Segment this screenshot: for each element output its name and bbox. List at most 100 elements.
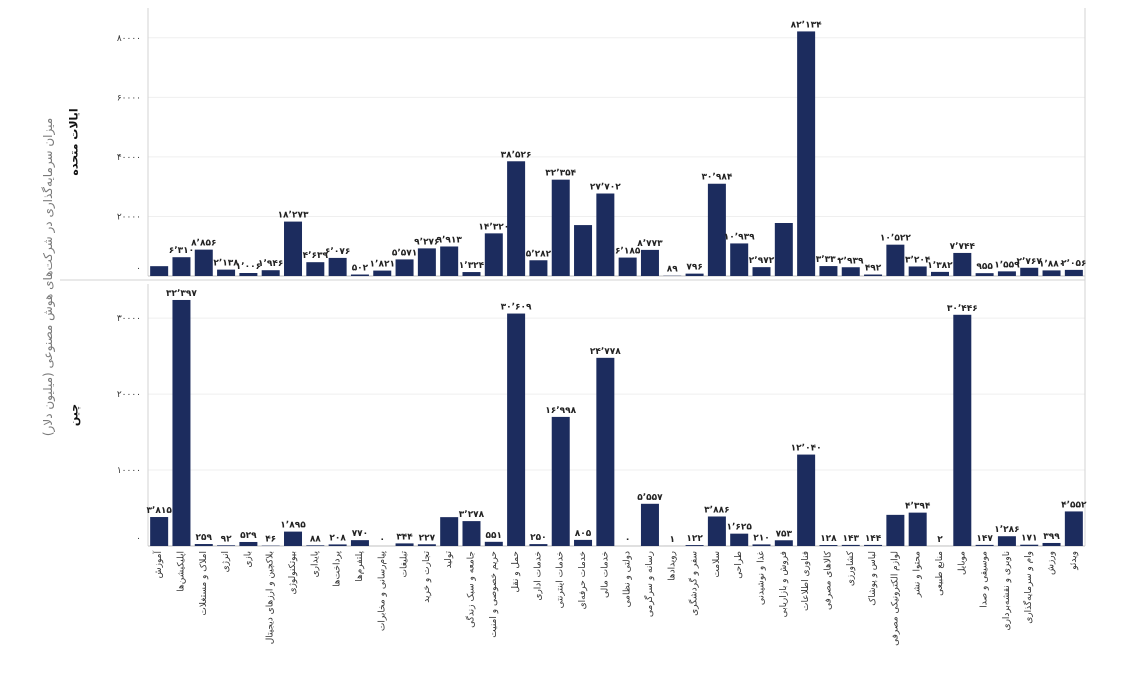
y-tick-label-usa-3: ۴۰۰۰۰ — [117, 153, 141, 163]
value-label-usa-39: ۱٬۵۵۹ — [994, 260, 1020, 270]
bar-usa-30 — [797, 31, 816, 277]
value-label-usa-13: ۹٬۲۷۶ — [414, 237, 439, 247]
value-label-usa-38: ۹۵۵ — [976, 262, 993, 272]
bar-china-4 — [217, 545, 236, 546]
value-label-china-17: ۳۰٬۶۰۹ — [501, 303, 532, 313]
bar-china-29 — [774, 540, 793, 546]
category-label-4: انرژی — [221, 551, 231, 572]
value-label-usa-4: ۲٬۱۳۸ — [213, 259, 239, 269]
bar-usa-36 — [930, 271, 949, 276]
value-label-usa-8: ۴٬۶۳۹ — [303, 251, 329, 261]
value-label-usa-27: ۱۰٬۹۳۹ — [724, 232, 755, 242]
bar-usa-31 — [819, 266, 838, 276]
bar-layer — [150, 31, 1083, 546]
value-label-china-26: ۳٬۸۸۶ — [704, 505, 729, 515]
bar-china-1 — [150, 517, 169, 546]
bar-china-39 — [997, 536, 1016, 546]
value-label-china-12: ۳۴۴ — [396, 532, 413, 542]
bar-usa-19 — [551, 179, 570, 276]
bar-china-25 — [685, 545, 704, 546]
bar-usa-18 — [529, 260, 548, 276]
category-label-34: لوازم الکترونیکی مصرفی — [890, 551, 900, 646]
y-tick-label-china-1: ۰ — [136, 534, 141, 544]
category-label-6: بلاکچین و ارزهای دیجیتال — [266, 551, 276, 644]
bar-china-40 — [1020, 544, 1039, 546]
bar-usa-35 — [908, 266, 927, 276]
value-label-usa-19: ۳۲٬۳۵۴ — [545, 169, 576, 179]
bar-china-38 — [975, 544, 994, 546]
bar-china-15 — [462, 521, 481, 546]
y-tick-label-usa-4: ۶۰۰۰۰ — [117, 93, 141, 103]
value-label-usa-37: ۷٬۷۴۴ — [950, 242, 976, 252]
bar-china-18 — [529, 544, 548, 546]
value-label-usa-16: ۱۴٬۳۲۰ — [478, 222, 509, 232]
value-label-usa-30: ۸۲٬۱۳۴ — [791, 20, 822, 30]
category-label-14: تولید — [444, 551, 454, 569]
value-label-usa-7: ۱۸٬۲۷۳ — [278, 211, 309, 221]
bar-china-33 — [864, 544, 883, 546]
bar-usa-15 — [462, 272, 481, 276]
bar-usa-5 — [239, 273, 258, 276]
bar-usa-38 — [975, 273, 994, 276]
category-label-9: پرداخت‌ها — [333, 551, 343, 587]
value-label-usa-32: ۲٬۹۳۹ — [838, 256, 864, 266]
bar-china-32 — [841, 544, 860, 546]
value-label-usa-9: ۶٬۰۷۶ — [325, 247, 350, 257]
bar-china-35 — [908, 512, 927, 546]
value-label-china-8: ۸۸ — [310, 534, 321, 544]
value-label-china-3: ۲۵۹ — [196, 533, 213, 543]
value-label-china-42: ۴٬۵۵۲ — [1061, 500, 1087, 510]
bar-usa-2 — [172, 257, 191, 276]
category-label-37: موبایل — [957, 551, 967, 575]
grid-layer — [60, 8, 1086, 547]
value-label-china-22: ۰ — [625, 535, 631, 545]
value-label-usa-5: ۱٬۰۰۶ — [236, 262, 261, 272]
category-label-20: خدمات حرفه‌ای — [578, 551, 588, 609]
bar-usa-10 — [350, 274, 369, 276]
value-label-china-29: ۷۵۳ — [776, 529, 793, 539]
value-label-usa-21: ۲۷٬۷۰۲ — [590, 183, 621, 193]
bar-usa-42 — [1064, 269, 1083, 276]
bar-china-7 — [284, 531, 303, 546]
value-label-china-20: ۸۰۵ — [575, 529, 592, 539]
bar-china-31 — [819, 545, 838, 546]
value-label-china-7: ۱٬۸۹۵ — [280, 521, 306, 531]
value-label-usa-14: ۹٬۹۱۳ — [436, 235, 462, 245]
value-label-china-10: ۷۷۰ — [352, 529, 368, 539]
category-label-15: جامعه و سبک زندگی — [464, 551, 476, 628]
value-label-usa-18: ۵٬۲۸۲ — [526, 249, 552, 259]
y-tick-label-usa-1: ۰ — [136, 264, 141, 274]
value-label-china-40: ۱۷۱ — [1021, 534, 1037, 544]
category-label-33: لباس و پوشاک — [867, 551, 878, 606]
category-label-35: محتوا و نشر — [913, 551, 923, 598]
category-label-21: خدمات مالی — [600, 551, 610, 598]
category-label-24: رویدادها — [667, 551, 677, 581]
category-label-10: پلتفرم‌ها — [355, 551, 365, 582]
value-label-china-11: ۰ — [380, 535, 386, 545]
value-label-usa-23: ۸٬۷۷۳ — [637, 239, 663, 249]
bar-china-20 — [574, 539, 593, 546]
y-axis-title: میزان سرمایه‌گذاری در شرکت‌های هوش مصنوع… — [41, 118, 56, 436]
category-label-29: فروش و بازاریابی — [779, 551, 789, 617]
value-label-usa-2: ۶٬۳۱۰ — [169, 246, 194, 256]
category-label-42: ویدئو — [1069, 551, 1079, 571]
value-label-usa-26: ۳۰٬۹۸۴ — [701, 173, 732, 183]
value-label-usa-33: ۴۹۲ — [865, 264, 882, 274]
bar-usa-9 — [328, 257, 347, 276]
bar-china-27 — [730, 533, 749, 546]
value-label-usa-17: ۳۸٬۵۲۶ — [501, 150, 532, 160]
y-tick-label-china-3: ۲۰۰۰۰ — [117, 390, 141, 400]
row-header-china: چین — [68, 404, 81, 426]
bar-usa-32 — [841, 267, 860, 276]
value-label-china-5: ۵۲۹ — [240, 531, 257, 541]
category-label-26: سلامت — [712, 551, 722, 578]
bar-usa-17 — [507, 161, 526, 276]
value-label-china-6: ۴۶ — [265, 535, 276, 545]
value-label-usa-36: ۱٬۳۸۲ — [927, 261, 953, 271]
category-label-36: منابع طبیعی — [935, 551, 945, 596]
value-label-usa-3: ۸٬۸۵۶ — [191, 239, 216, 249]
bar-usa-11 — [373, 270, 392, 276]
value-label-china-24: ۱ — [670, 535, 676, 545]
value-label-china-18: ۲۵۰ — [530, 533, 546, 543]
